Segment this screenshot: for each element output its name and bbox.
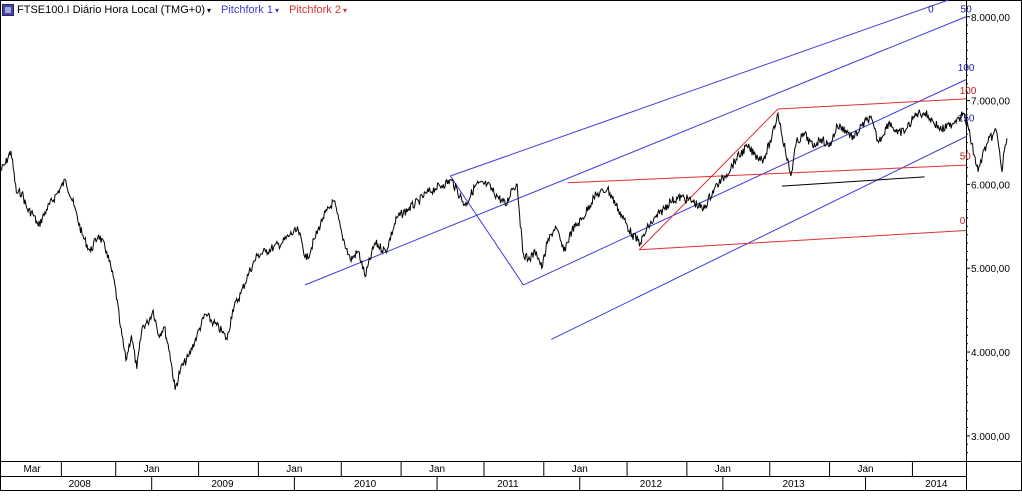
x-year-label: 2011 [497, 479, 519, 490]
pitchfork-1-line-100 [523, 79, 967, 286]
x-year-label: 2014 [925, 479, 948, 490]
y-tick-label: 7.000,00 [971, 97, 1010, 108]
y-tick-label: 3.000,00 [971, 432, 1010, 443]
legend-instrument-label: FTSE100.I Diário Hora Local (TMG+0) [17, 4, 205, 16]
pitchfork-2-level-label: 100 [960, 86, 977, 97]
legend-pitchfork-1-label: Pitchfork 1 [221, 4, 273, 16]
y-tick-label: 8.000,00 [971, 13, 1010, 24]
chevron-down-icon[interactable]: ▾ [206, 6, 211, 15]
pitchfork-1-line-0 [450, 0, 949, 177]
price-series [0, 109, 1008, 390]
pitchfork-2[interactable]: 100 50 0 [567, 86, 977, 251]
pitchfork-1-level-label: 0 [928, 5, 934, 16]
cfd-instrument-icon[interactable] [2, 4, 14, 16]
x-year-label: 2009 [211, 479, 234, 490]
pitchfork-2-handle [638, 108, 779, 251]
legend-pitchfork-2-label: Pitchfork 2 [288, 4, 341, 16]
x-month-label: Jan [144, 464, 160, 475]
support-line [781, 176, 925, 187]
x-month-label: Jan [429, 464, 445, 475]
x-axis: Mar Jan Jan Jan Jan Jan Jan 2008 2009 2010 2011 201… [23, 461, 948, 491]
chart-legend: FTSE100.I Diário Hora Local (TMG+0) ▾ Pit… [2, 2, 357, 18]
y-axis: 3.000,00 4.000,00 5.000,00 6.000,00 7.000,00… [966, 7, 1010, 454]
price-line [0, 109, 1008, 390]
pitchfork-1[interactable]: 0 50 100 150 [304, 0, 975, 340]
support-line-group[interactable] [781, 176, 925, 187]
y-tick-label: 4.000,00 [971, 348, 1010, 359]
pitchfork-1-level-label: 150 [958, 114, 975, 125]
x-month-label: Jan [857, 464, 873, 475]
chevron-down-icon[interactable]: ▾ [274, 6, 279, 15]
legend-instrument[interactable]: FTSE100.I Diário Hora Local (TMG+0) ▾ [17, 4, 211, 16]
pitchfork-2-line-0 [639, 230, 967, 251]
pitchfork-2-level-label: 50 [960, 151, 972, 162]
legend-pitchfork-2[interactable]: Pitchfork 2 ▾ [289, 4, 347, 16]
x-year-label: 2010 [354, 479, 377, 490]
pitchfork-1-line-150 [550, 136, 967, 340]
x-year-label: 2012 [640, 479, 663, 490]
pitchfork-2-level-label: 0 [960, 216, 966, 227]
x-year-label: 2013 [782, 479, 805, 490]
pitchfork-2-line-50 [567, 164, 967, 184]
pitchfork-1-level-label: 50 [961, 5, 973, 16]
y-tick-label: 5.000,00 [971, 264, 1010, 275]
x-month-label: Mar [23, 464, 41, 475]
y-tick-label: 6.000,00 [971, 180, 1010, 191]
pitchfork-1-line-50 [304, 16, 967, 286]
x-month-label: Jan [715, 464, 731, 475]
pitchfork-1-handle [449, 175, 524, 286]
legend-pitchfork-1[interactable]: Pitchfork 1 ▾ [221, 4, 279, 16]
x-month-label: Jan [286, 464, 302, 475]
x-year-label: 2008 [69, 479, 92, 490]
pitchfork-1-level-label: 100 [958, 63, 975, 74]
chevron-down-icon[interactable]: ▾ [342, 6, 347, 15]
x-month-label: Jan [572, 464, 588, 475]
pitchfork-2-line-100 [777, 98, 967, 110]
